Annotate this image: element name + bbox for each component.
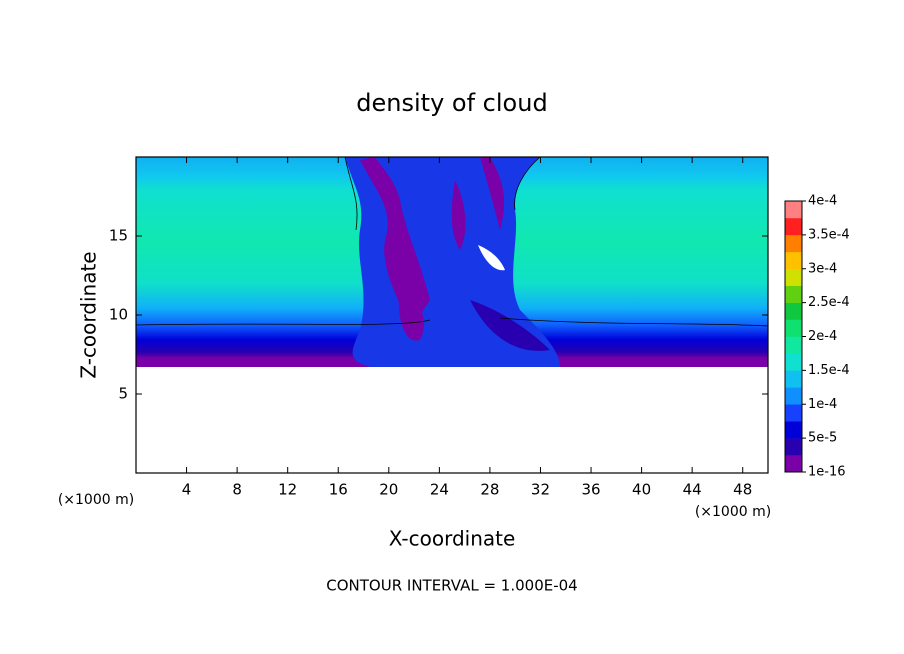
x-tick-label: 4 <box>182 481 192 499</box>
x-tick-label: 16 <box>329 481 348 499</box>
x-tick-label: 36 <box>581 481 600 499</box>
colorbar-label: 1e-16 <box>808 465 846 480</box>
y-tick-label: 5 <box>118 385 128 403</box>
colorbar-swatch <box>785 353 802 371</box>
colorbar-swatch <box>785 201 802 219</box>
x-tick-label: 20 <box>379 481 398 499</box>
x-tick-label: 8 <box>232 481 242 499</box>
x-axis-label: X-coordinate <box>389 527 516 551</box>
colorbar-swatch <box>785 302 802 320</box>
colorbar-swatch <box>785 234 802 253</box>
colorbar-swatch <box>785 217 802 236</box>
colorbar-swatch <box>785 438 802 456</box>
annotation: CONTOUR INTERVAL = 1.000E-04 <box>326 577 577 595</box>
y-tick-label: 10 <box>109 306 128 324</box>
x-tick-label: 44 <box>683 481 702 499</box>
colorbar-label: 2e-4 <box>808 329 837 344</box>
x-tick-label: 40 <box>632 481 651 499</box>
x-tick-label: 24 <box>430 481 449 499</box>
colorbar-label: 1.5e-4 <box>808 363 850 378</box>
colorbar-swatch <box>785 319 802 337</box>
colorbar-swatch <box>785 387 802 405</box>
x-unit-label: (×1000 m) <box>58 492 134 508</box>
colorbar-label: 2.5e-4 <box>808 295 850 310</box>
x-tick-label: 12 <box>278 481 297 499</box>
contour-field <box>135 156 769 367</box>
colorbar-swatch <box>785 455 802 473</box>
colorbar-swatch <box>785 251 802 270</box>
x-tick-label: 28 <box>480 481 499 499</box>
x-tick-label: 48 <box>733 481 752 499</box>
colorbar-swatch <box>785 421 802 439</box>
y-unit-label: (×1000 m) <box>695 504 771 520</box>
colorbar-swatch <box>785 285 802 303</box>
y-tick-label: 15 <box>109 227 128 245</box>
colorbar-label: 4e-4 <box>808 194 837 209</box>
colorbar-swatch <box>785 268 802 286</box>
colorbar-swatch <box>785 404 802 422</box>
colorbar-swatch <box>785 370 802 388</box>
colorbar-label: 3.5e-4 <box>808 227 850 242</box>
y-axis-label: Z-coordinate <box>77 251 101 378</box>
colorbar-label: 5e-5 <box>808 431 837 446</box>
x-tick-label: 32 <box>531 481 550 499</box>
colorbar-swatch <box>785 336 802 354</box>
colorbar-label: 1e-4 <box>808 397 837 412</box>
colorbar-label: 3e-4 <box>808 261 837 276</box>
chart-title: density of cloud <box>356 89 547 117</box>
